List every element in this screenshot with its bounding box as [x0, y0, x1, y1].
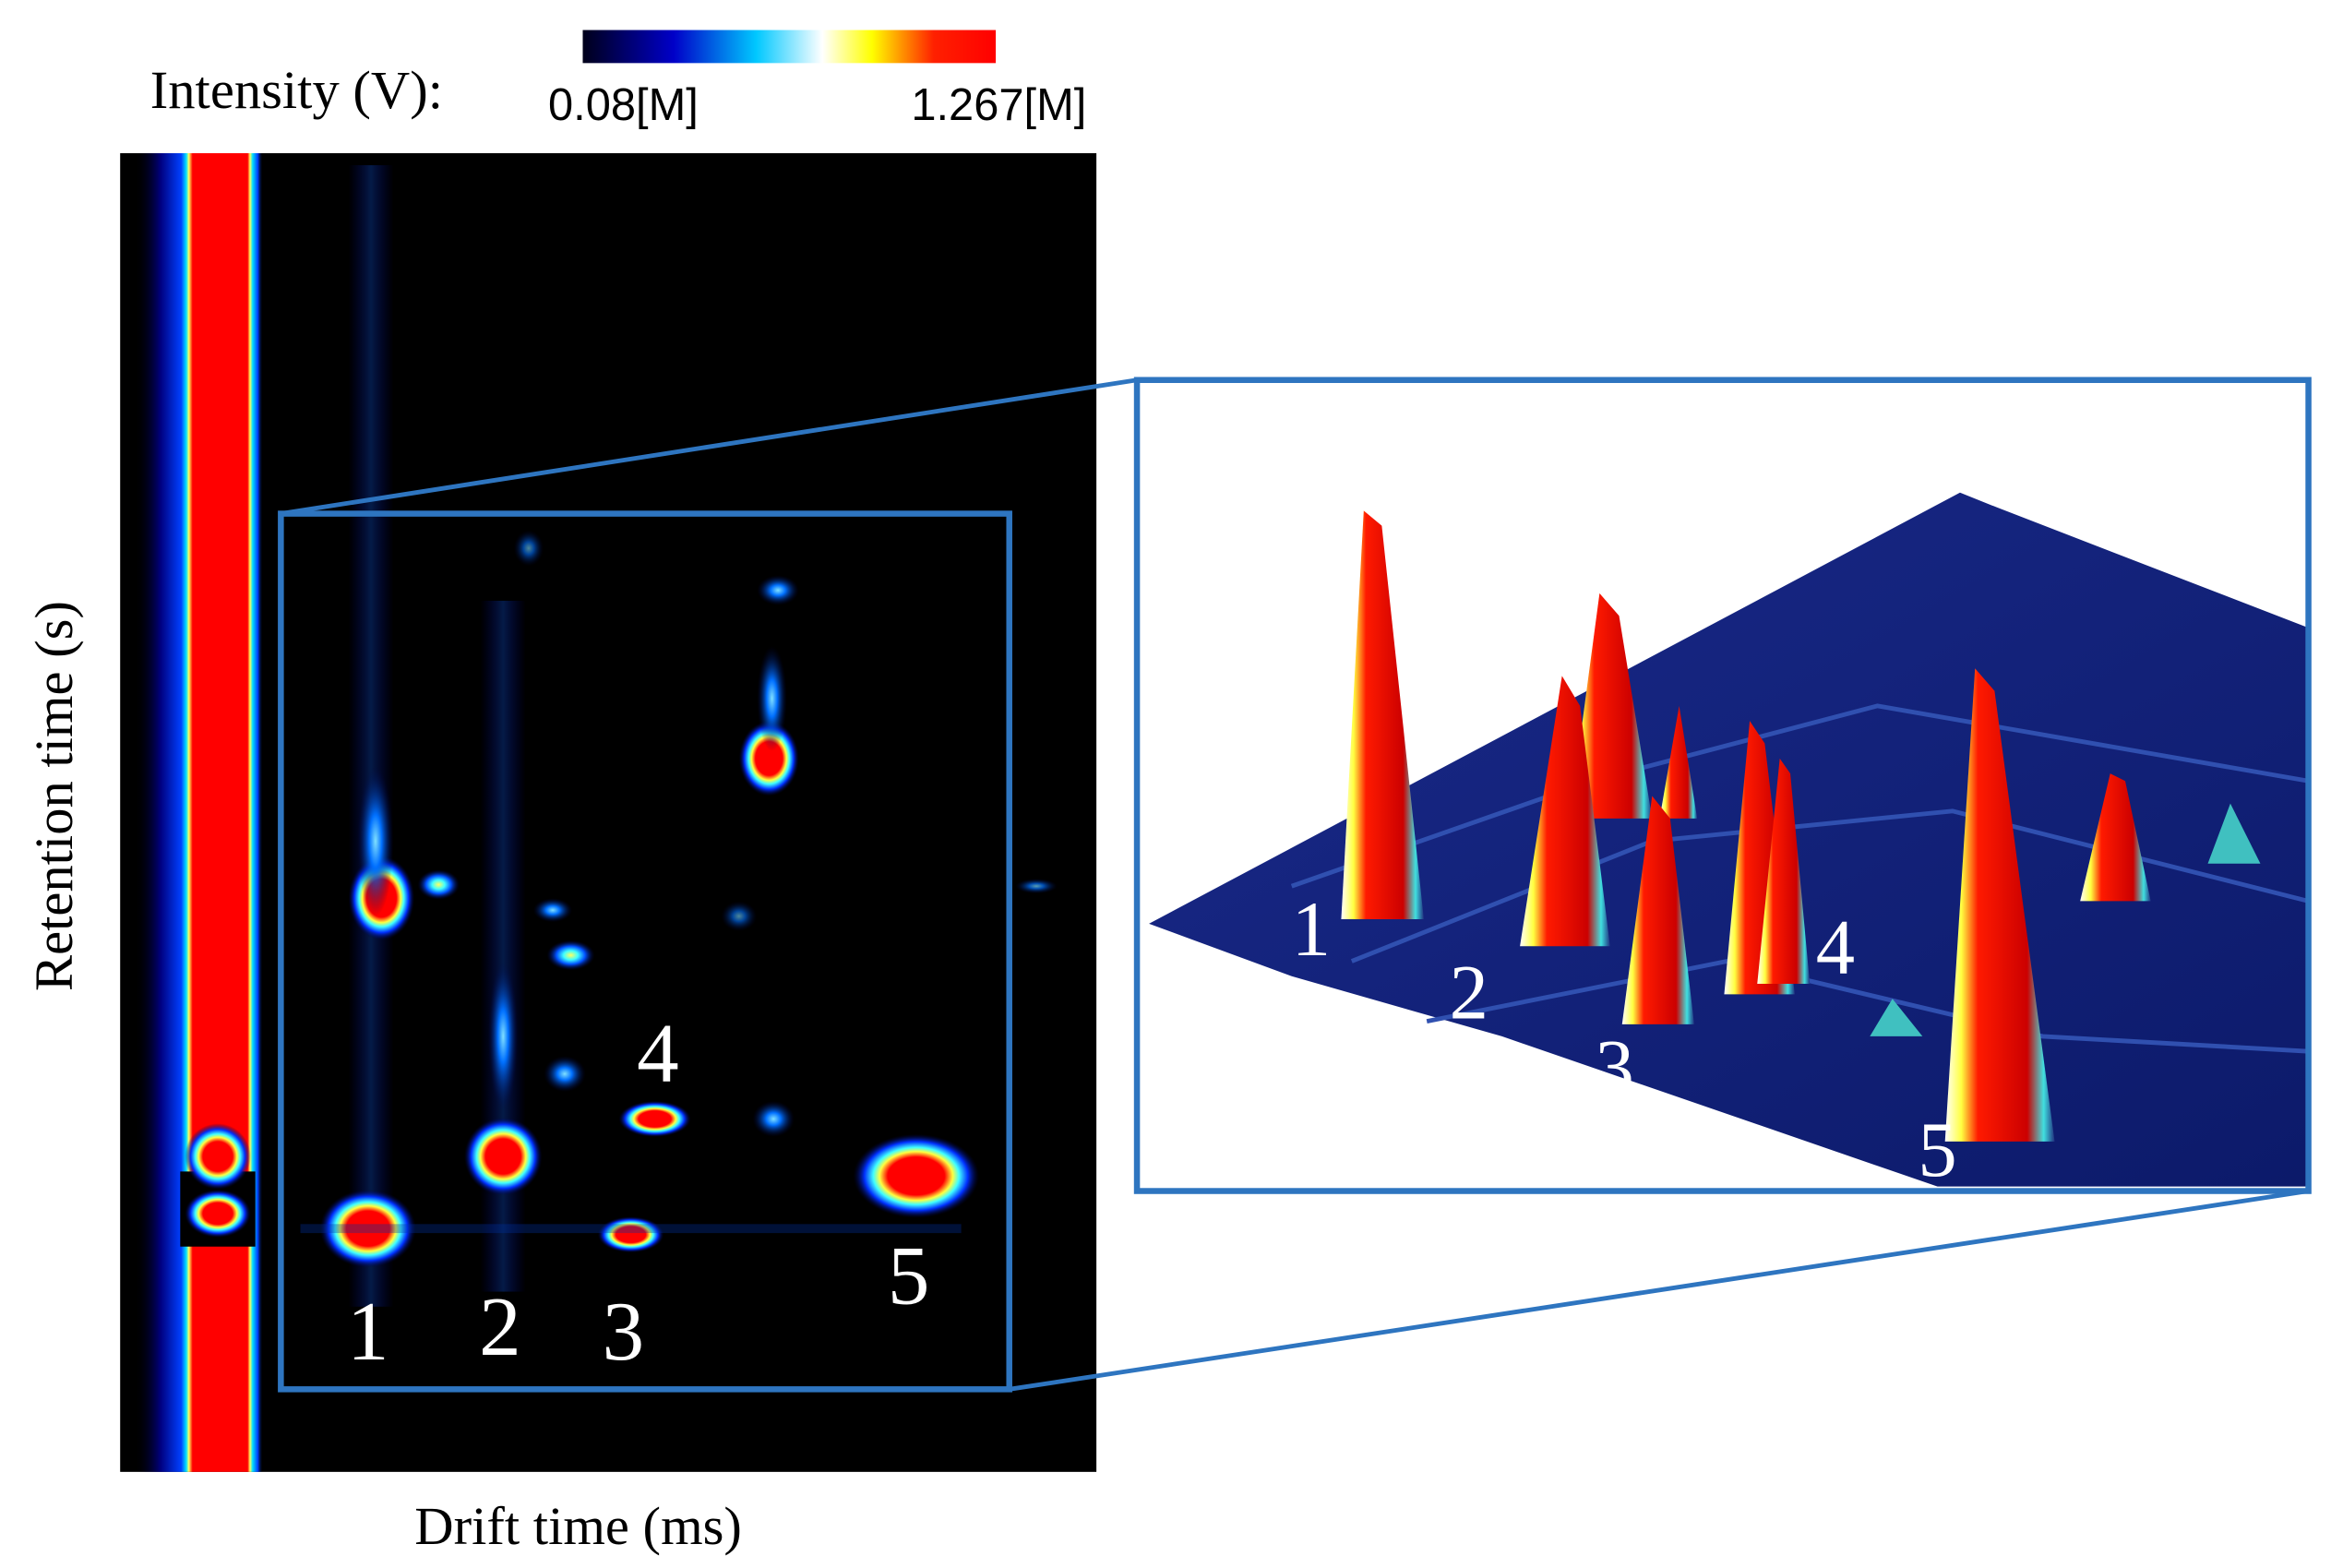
- surface-plot: [1137, 379, 2310, 1191]
- connector: [1009, 1189, 2309, 1392]
- peak-label: 1: [1292, 887, 1331, 973]
- peak-label: 5: [1918, 1107, 1956, 1193]
- peak-label: 3: [1595, 1025, 1633, 1111]
- x-axis-label: Drift time (ms): [414, 1496, 742, 1556]
- peak-label: 2: [1450, 950, 1488, 1035]
- colorbar: [582, 30, 997, 64]
- colorbar-min: 0.08[M]: [548, 80, 699, 130]
- peak-label: 2: [479, 1280, 521, 1373]
- colorbar-max: 1.267[M]: [911, 80, 1086, 130]
- peak-label: 1: [347, 1285, 389, 1378]
- heatmap-peak-labels: 1 2 3 4 5: [347, 1007, 929, 1378]
- zoom-panel-frame: [1133, 377, 2312, 1194]
- zoom-box: [278, 510, 1012, 1393]
- y-axis-label: Retention time (s): [24, 601, 84, 991]
- peak-label: 3: [603, 1285, 645, 1378]
- peak-label: 4: [637, 1007, 679, 1100]
- peak-label: 5: [888, 1229, 930, 1323]
- peak-label: 4: [1816, 905, 1855, 991]
- connector: [280, 377, 1138, 516]
- colorbar-label: Intensity (V):: [150, 60, 443, 120]
- heatmap: [120, 152, 1097, 1472]
- surface-peak-labels: 1 2 3 4 5: [1292, 887, 1957, 1193]
